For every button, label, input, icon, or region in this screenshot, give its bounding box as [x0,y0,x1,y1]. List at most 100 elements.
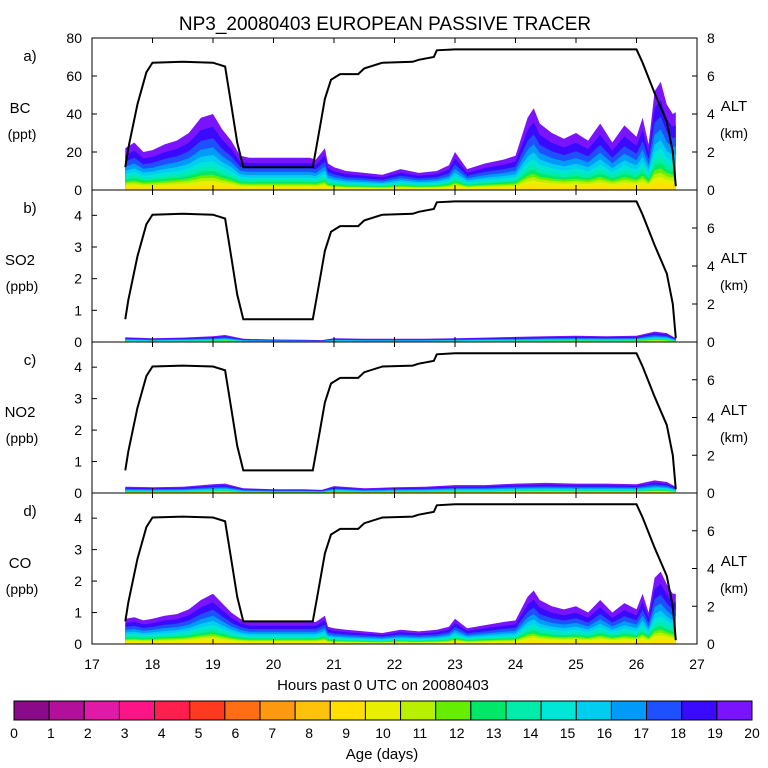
colorbar-swatch-8 [294,700,331,721]
colorbar-swatch-19 [681,700,718,721]
colorbar-swatch-3 [118,700,156,721]
colorbar-tick-label-12: 12 [449,725,465,741]
y-tick-label-b-4: 4 [74,207,82,223]
colorbar-swatch-20 [716,700,753,721]
age-layers-b [125,331,676,342]
panel-letter-c: c) [24,352,37,369]
x-tick-label-3: 20 [266,656,282,672]
y-tick-label-a-1: 20 [66,144,82,160]
colorbar-tick-label-0: 0 [10,725,18,741]
y-tick-label-a-2: 40 [66,106,82,122]
species-label-d: CO [9,555,32,572]
colorbar-tick-label-13: 13 [486,725,502,741]
alt-tick-label-c-1: 2 [707,447,715,463]
colorbar-swatch-16 [575,700,612,721]
y-tick-label-d-3: 3 [74,542,82,558]
age-layers-c [125,480,676,493]
colorbar-tick-label-19: 19 [707,725,723,741]
alt-axis-label-b: ALT [721,250,747,267]
species-label-a: BC [10,100,31,117]
colorbar-swatch-9 [329,700,366,721]
alt-units-label-a: (km) [720,125,748,141]
units-label-c: (ppb) [6,430,39,446]
x-tick-label-10: 27 [689,656,705,672]
panel-b: 0 1 2 3 4 0 2 4 6 b) SO2 (ppb) ALT (km) [5,189,748,350]
alt-tick-label-a-1: 2 [707,144,715,160]
x-tick-label-9: 26 [629,656,645,672]
panel-d: 0 1 2 3 4 0 2 4 6 d) CO (ppb) ALT (km) [6,492,748,652]
altitude-line-a [124,48,677,187]
x-tick-label-4: 21 [326,656,342,672]
alt-units-label-d: (km) [720,580,748,596]
units-label-b: (ppb) [6,278,39,294]
units-label-d: (ppb) [6,581,39,597]
x-tick-label-5: 22 [387,656,403,672]
colorbar-swatch-4 [154,700,191,721]
colorbar-swatch-7 [259,700,296,721]
y-tick-label-a-0: 0 [74,182,82,198]
alt-tick-label-b-1: 2 [707,296,715,312]
y-tick-label-a-4: 80 [66,30,82,46]
age-layers-d [125,571,676,644]
alt-tick-label-a-0: 0 [707,182,715,198]
alt-units-label-b: (km) [720,277,748,293]
alt-tick-label-c-2: 4 [707,410,715,426]
colorbar-tick-label-3: 3 [121,725,129,741]
colorbar-tick-label-4: 4 [158,725,166,741]
x-tick-label-2: 19 [205,656,221,672]
panel-letter-b: b) [23,200,36,217]
colorbar-tick-label-16: 16 [597,725,613,741]
panel-a: 0 20 40 60 80 0 2 4 6 8 a) BC (ppt) ALT (km) [8,30,748,198]
colorbar-swatch-18 [646,700,683,721]
colorbar-swatch-11 [400,700,437,721]
y-tick-label-c-3: 3 [74,391,82,407]
colorbar-swatch-12 [435,700,472,721]
altitude-line-b [124,200,677,339]
colorbar-tick-label-8: 8 [305,725,313,741]
y-tick-label-c-1: 1 [74,454,82,470]
colorbar-tick-label-11: 11 [413,725,428,741]
units-label-a: (ppt) [8,126,37,142]
colorbar-swatch-1 [48,700,85,721]
y-tick-label-d-0: 0 [74,636,82,652]
panel-frame-b [91,189,698,343]
colorbar-tick-label-14: 14 [523,725,539,741]
chart-title: NP3_20080403 EUROPEAN PASSIVE TRACER [179,14,591,35]
alt-axis-label-a: ALT [721,98,747,115]
y-tick-label-c-2: 2 [74,422,82,438]
colorbar-tick-label-15: 15 [560,725,576,741]
colorbar-swatch-0 [13,700,50,721]
y-tick-label-c-4: 4 [74,359,82,375]
age-layers-a [125,81,676,190]
panel-c: 0 1 2 3 4 0 2 4 6 c) NO2 (ppb) ALT (km) [5,341,748,501]
age-layer-d-day-9 [125,638,676,644]
colorbar-swatch-17 [610,700,648,721]
x-axis-label: Hours past 0 UTC on 20080403 [277,677,489,694]
colorbar-swatch-10 [364,700,402,721]
x-tick-label-7: 24 [508,656,524,672]
alt-tick-label-d-1: 2 [707,598,715,614]
colorbar-swatch-6 [224,700,261,721]
colorbar-tick-label-1: 1 [47,725,55,741]
y-tick-label-b-1: 1 [74,302,82,318]
alt-tick-label-d-0: 0 [707,636,715,652]
alt-tick-label-b-2: 4 [707,258,715,274]
x-tick-label-1: 18 [145,656,161,672]
colorbar-swatch-5 [189,700,226,721]
alt-tick-label-a-3: 6 [707,68,715,84]
species-label-b: SO2 [5,252,35,269]
colorbar-tick-label-17: 17 [634,725,650,741]
y-tick-label-c-0: 0 [74,485,82,501]
colorbar-tick-label-5: 5 [195,725,203,741]
y-tick-label-d-1: 1 [74,605,82,621]
colorbar: 0 1 2 3 4 5 6 7 8 9 10 11 12 13 14 15 16 17 18 19 20 [10,700,760,741]
alt-tick-label-d-2: 4 [707,561,715,577]
alt-tick-label-c-0: 0 [707,485,715,501]
alt-units-label-c: (km) [720,429,748,445]
y-tick-label-b-3: 3 [74,239,82,255]
y-tick-label-d-2: 2 [74,573,82,589]
alt-tick-label-d-3: 6 [707,523,715,539]
alt-axis-label-c: ALT [721,402,747,419]
alt-axis-label-d: ALT [721,553,747,570]
